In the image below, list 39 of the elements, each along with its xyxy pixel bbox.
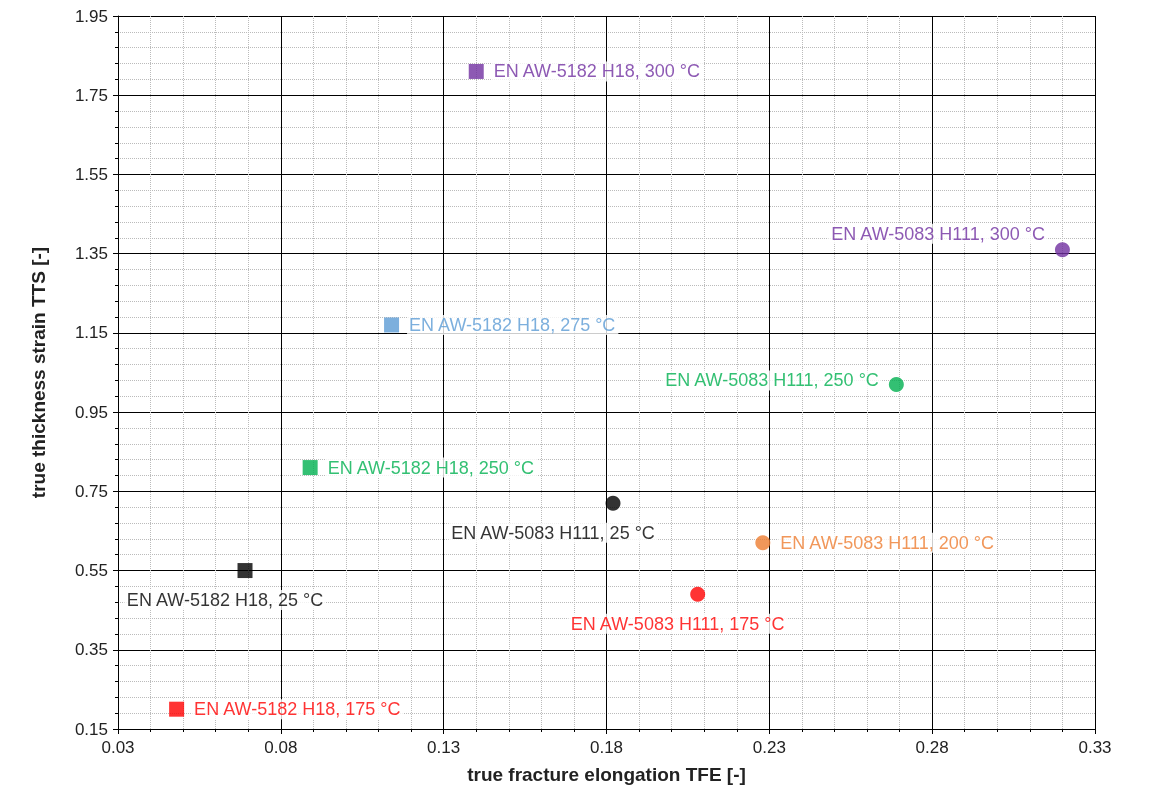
point <box>384 317 400 333</box>
text: EN AW-5083 H111, 25 °C <box>451 522 655 543</box>
y-tick-label: 1.75 <box>74 85 108 105</box>
y-tick-label: 0.95 <box>74 402 108 422</box>
y-tick-label: 0.35 <box>74 640 108 660</box>
series-label: EN AW-5083 H111, 300 °C <box>831 223 1045 244</box>
x-tick-label: 0.03 <box>101 738 135 757</box>
y-tick-label: 1.95 <box>74 6 108 26</box>
x-tick-label: 0.23 <box>752 738 786 757</box>
point <box>755 535 771 551</box>
y-tick-label: 0.15 <box>74 719 108 739</box>
y-tick-label: 0.55 <box>74 561 108 581</box>
series-label: EN AW-5182 H18, 175 °C <box>194 699 401 720</box>
point <box>237 563 253 579</box>
point <box>468 63 484 79</box>
y-tick-label: 1.35 <box>74 244 108 264</box>
x-tick-label: 0.08 <box>264 738 298 757</box>
series-label: EN AW-5083 H111, 175 °C <box>570 613 785 634</box>
y-axis-title: true thickness strain TTS [-] <box>28 246 49 499</box>
series-label: EN AW-5182 H18, 275 °C <box>409 314 616 335</box>
point <box>302 460 318 476</box>
y-tick-label: 0.75 <box>74 481 108 501</box>
y-tick-label: 1.55 <box>74 164 108 184</box>
point <box>690 586 706 602</box>
x-tick-label: 0.28 <box>915 738 949 757</box>
y-tick-label: 1.15 <box>74 323 108 343</box>
series-label: EN AW-5083 H111, 200 °C <box>780 532 994 553</box>
series-label: EN AW-5083 H111, 250 °C <box>665 370 879 391</box>
x-axis-title: true fracture elongation TFE [-] <box>467 764 746 785</box>
x-tick-label: 0.13 <box>427 738 461 757</box>
point <box>605 495 621 511</box>
series-label: EN AW-5182 H18, 250 °C <box>327 457 534 478</box>
x-tick-label: 0.18 <box>589 738 624 757</box>
series-label: EN AW-5182 H18, 300 °C <box>493 61 701 82</box>
point <box>1054 242 1070 258</box>
series-label: EN AW-5182 H18, 25 °C <box>126 590 324 611</box>
x-tick-label: 0.33 <box>1078 738 1112 757</box>
point <box>888 376 904 392</box>
point <box>169 701 185 717</box>
